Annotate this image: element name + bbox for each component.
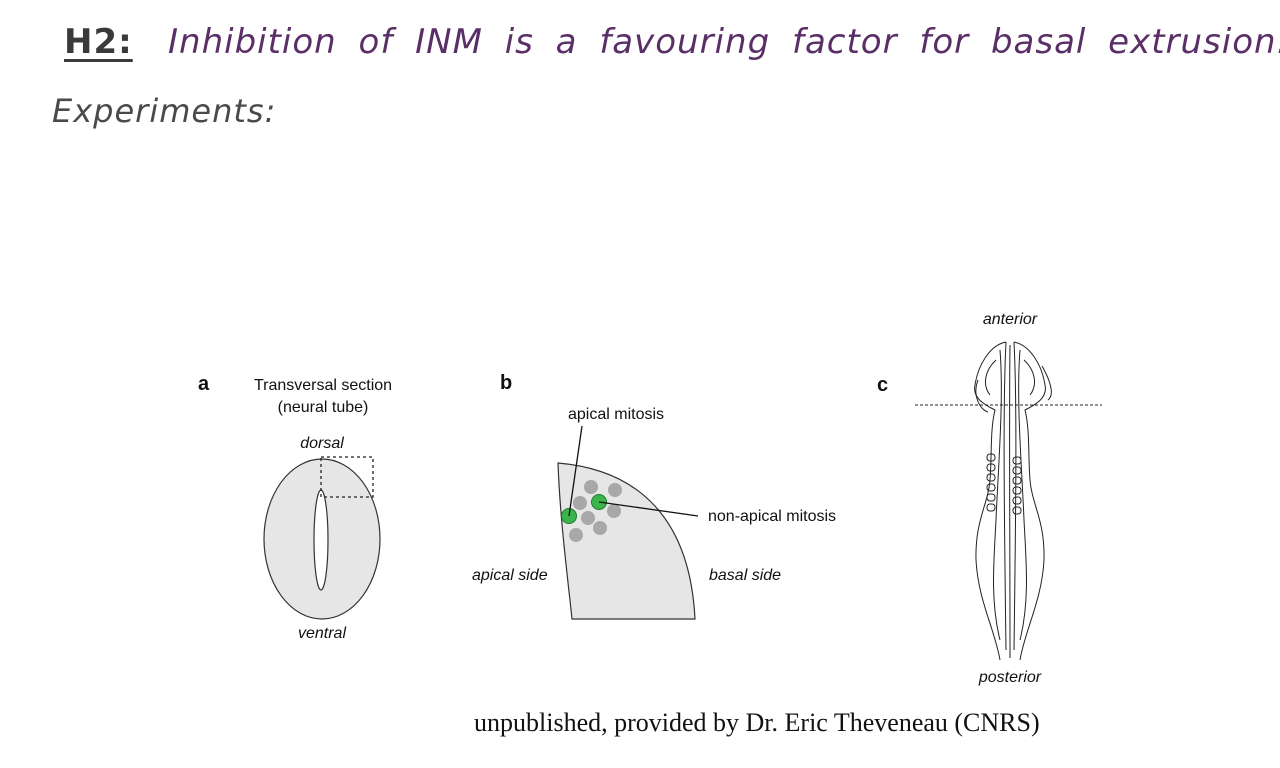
nucleus: [608, 483, 622, 497]
neural-tube-lumen: [313, 489, 329, 591]
panel-b-letter: b: [500, 372, 512, 394]
panel-a-letter: a: [198, 373, 210, 395]
panel-c: c anterior poste: [877, 311, 1102, 686]
nucleus: [569, 528, 583, 542]
embryo-drawing: [974, 341, 1052, 661]
non-apical-mitosis-label: non-apical mitosis: [708, 508, 836, 525]
nucleus: [581, 511, 595, 525]
nucleus: [573, 496, 587, 510]
dorsal-label: dorsal: [300, 435, 344, 452]
nucleus: [584, 480, 598, 494]
panel-a-title: Transversal section: [254, 377, 392, 394]
hypothesis-label: H2:: [64, 22, 133, 62]
hypothesis-title: Inhibition of INM is a favouring factor …: [168, 22, 1280, 62]
zoom-region-box: [320, 456, 374, 498]
panel-c-letter: c: [877, 374, 888, 396]
posterior-label: posterior: [978, 669, 1042, 686]
nucleus: [593, 521, 607, 535]
nucleus: [607, 504, 621, 518]
panel-b: b apical mitosis non-apical mitosis apic…: [472, 372, 836, 620]
non-apical-mitosis-pointer: [598, 501, 699, 517]
ventral-label: ventral: [298, 625, 346, 642]
apical-mitosis-pointer: [568, 425, 583, 517]
anterior-label: anterior: [983, 311, 1038, 328]
basal-side-label: basal side: [709, 567, 781, 584]
panel-a-subtitle: (neural tube): [278, 399, 369, 416]
source-credit: unpublished, provided by Dr. Eric Theven…: [474, 708, 1040, 737]
apical-side-label: apical side: [472, 567, 548, 584]
experiments-heading: Experiments:: [52, 92, 277, 130]
apical-mitosis-label: apical mitosis: [568, 406, 664, 423]
panel-a: a Transversal section (neural tube) dors…: [198, 373, 392, 642]
